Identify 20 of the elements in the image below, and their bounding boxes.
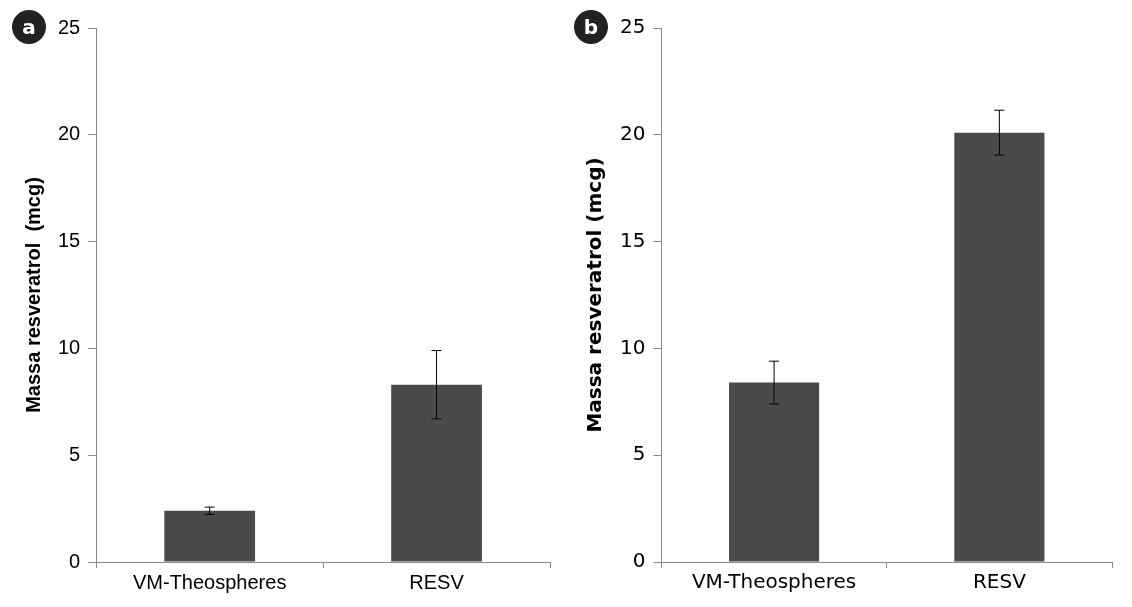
x-tick-label: VM-Theospheres <box>691 569 857 594</box>
x-tick-label: VM-Theospheres <box>132 570 287 593</box>
y-tick-label: 10 <box>620 334 646 359</box>
y-tick-label: 0 <box>632 548 646 573</box>
y-tick-label: 20 <box>58 122 81 145</box>
panel-badge: a <box>12 10 46 44</box>
y-axis-title: Massa resveratrol (mcg) <box>21 177 44 413</box>
y-tick-label: 20 <box>620 121 646 145</box>
y-tick-label: 5 <box>632 441 646 466</box>
y-axis-title: Massa resveratrol (mcg) <box>582 157 607 433</box>
x-tick-label: RESV <box>972 569 1027 594</box>
y-tick-label: 15 <box>58 229 81 252</box>
y-tick-label: 10 <box>58 335 81 358</box>
y-tick-label: 15 <box>620 227 646 252</box>
y-tick-label: 25 <box>58 15 81 38</box>
panel-badge: b <box>574 10 608 44</box>
y-tick-label: 5 <box>69 442 81 465</box>
y-tick-label: 25 <box>620 14 646 39</box>
y-tick-label: 0 <box>69 549 81 572</box>
x-tick-label: RESV <box>409 570 465 593</box>
